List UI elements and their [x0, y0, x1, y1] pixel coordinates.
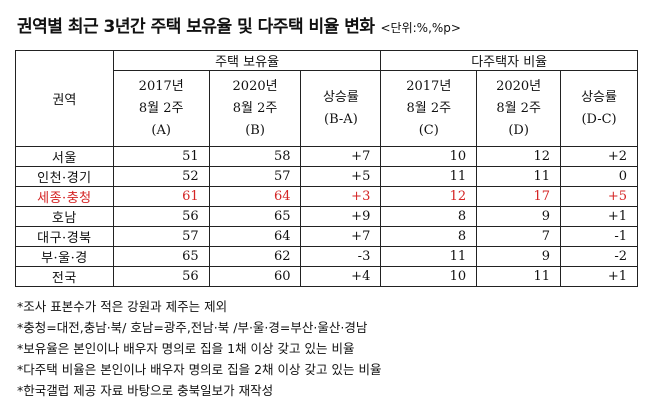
- group-header-multi-home: 다주택자 비율: [380, 50, 638, 71]
- value-cell: 57: [112, 226, 210, 247]
- note-item: *보유율은 본인이나 배우자 명의로 집을 1채 이상 갖고 있는 비율: [17, 341, 355, 356]
- value-cell: 65: [112, 246, 210, 267]
- sub-header-rise-ba: 상승률 (B-A): [300, 70, 382, 147]
- value-cell: 12: [476, 146, 562, 167]
- value-cell: 56: [112, 266, 210, 287]
- table-row: 세종·충청 61 64 +3 12 17 +5: [15, 186, 638, 207]
- sub-header-2017-a: 2017년 8월 2주 (A): [112, 70, 210, 147]
- value-cell: 17: [476, 186, 562, 207]
- note-item: *다주택 비율은 본인이나 배우자 명의로 집을 2채 이상 갖고 있는 비율: [17, 362, 382, 377]
- value-cell: 11: [380, 166, 478, 187]
- value-cell: 9: [476, 246, 562, 267]
- sub-header-2017-c: 2017년 8월 2주 (C): [380, 70, 478, 147]
- notes: *조사 표본수가 적은 강원과 제주는 제외 *충청=대전,충남·북/ 호남=광…: [17, 296, 381, 401]
- value-cell: +7: [300, 226, 382, 247]
- table-row: 서울 51 58 +7 10 12 +2: [15, 146, 638, 167]
- group-header-row: 권역 주택 보유율 다주택자 비율: [15, 50, 638, 147]
- value-cell: 64: [208, 186, 302, 207]
- group-header-ownership: 주택 보유율: [112, 50, 382, 71]
- value-cell: 61: [112, 186, 210, 207]
- table-row: 부·울·경 65 62 -3 11 9 -2: [15, 246, 638, 267]
- value-cell: +5: [560, 186, 638, 207]
- note-item: *조사 표본수가 적은 강원과 제주는 제외: [17, 299, 228, 314]
- table-body: 서울 51 58 +7 10 12 +2 인천·경기 52 57 +5 11 11 0 세종·충청 61 64 +…: [15, 146, 638, 287]
- value-cell: 11: [380, 246, 478, 267]
- value-cell: 51: [112, 146, 210, 167]
- table-row: 대구·경북 57 64 +7 8 7 -1: [15, 226, 638, 247]
- region-cell: 대구·경북: [15, 226, 114, 247]
- value-cell: 57: [208, 166, 302, 187]
- note-item: *한국갤럽 제공 자료 바탕으로 충북일보가 재작성: [17, 383, 274, 398]
- value-cell: 10: [380, 266, 478, 287]
- value-cell: +7: [300, 146, 382, 167]
- region-cell: 서울: [15, 146, 114, 167]
- value-cell: 62: [208, 246, 302, 267]
- page-title: 권역별 최근 3년간 주택 보유율 및 다주택 비율 변화: [17, 17, 375, 37]
- unit-label: <단위:%,%p>: [380, 21, 461, 35]
- value-cell: 60: [208, 266, 302, 287]
- region-cell: 부·울·경: [15, 246, 114, 267]
- value-cell: 8: [380, 226, 478, 247]
- value-cell: 10: [380, 146, 478, 167]
- note-item: *충청=대전,충남·북/ 호남=광주,전남·북 /부·울·경=부산·울산·경남: [17, 320, 368, 335]
- value-cell: 8: [380, 206, 478, 227]
- title-row: 권역별 최근 3년간 주택 보유율 및 다주택 비율 변화 <단위:%,%p>: [17, 12, 461, 37]
- value-cell: 7: [476, 226, 562, 247]
- value-cell: +9: [300, 206, 382, 227]
- table-row: 호남 56 65 +9 8 9 +1: [15, 206, 638, 227]
- sub-header-2020-b: 2020년 8월 2주 (B): [208, 70, 302, 147]
- value-cell: 58: [208, 146, 302, 167]
- value-cell: 52: [112, 166, 210, 187]
- value-cell: -2: [560, 246, 638, 267]
- sub-header-rise-dc: 상승률 (D-C): [560, 70, 638, 147]
- value-cell: 65: [208, 206, 302, 227]
- value-cell: 56: [112, 206, 210, 227]
- value-cell: +1: [560, 266, 638, 287]
- value-cell: -1: [560, 226, 638, 247]
- sub-header-2020-d: 2020년 8월 2주 (D): [476, 70, 562, 147]
- value-cell: 64: [208, 226, 302, 247]
- value-cell: +1: [560, 206, 638, 227]
- value-cell: 0: [560, 166, 638, 187]
- value-cell: 12: [380, 186, 478, 207]
- value-cell: +4: [300, 266, 382, 287]
- table-row: 전국 56 60 +4 10 11 +1: [15, 266, 638, 287]
- region-header: 권역: [15, 50, 114, 147]
- region-cell: 인천·경기: [15, 166, 114, 187]
- region-cell: 세종·충청: [15, 186, 114, 207]
- sub-header-row: 2017년 8월 2주 (A) 2020년 8월 2주 (B) 상승률 (B-A) 201…: [16, 70, 638, 147]
- value-cell: -3: [300, 246, 382, 267]
- value-cell: +2: [560, 146, 638, 167]
- value-cell: +5: [300, 166, 382, 187]
- table-row: 인천·경기 52 57 +5 11 11 0: [15, 166, 638, 187]
- value-cell: 9: [476, 206, 562, 227]
- value-cell: 11: [476, 166, 562, 187]
- value-cell: +3: [300, 186, 382, 207]
- region-cell: 호남: [15, 206, 114, 227]
- data-table: 권역 주택 보유율 다주택자 비율 2017년 8월 2주 (A) 2020년 8월 …: [15, 50, 638, 287]
- region-cell: 전국: [15, 266, 114, 287]
- value-cell: 11: [476, 266, 562, 287]
